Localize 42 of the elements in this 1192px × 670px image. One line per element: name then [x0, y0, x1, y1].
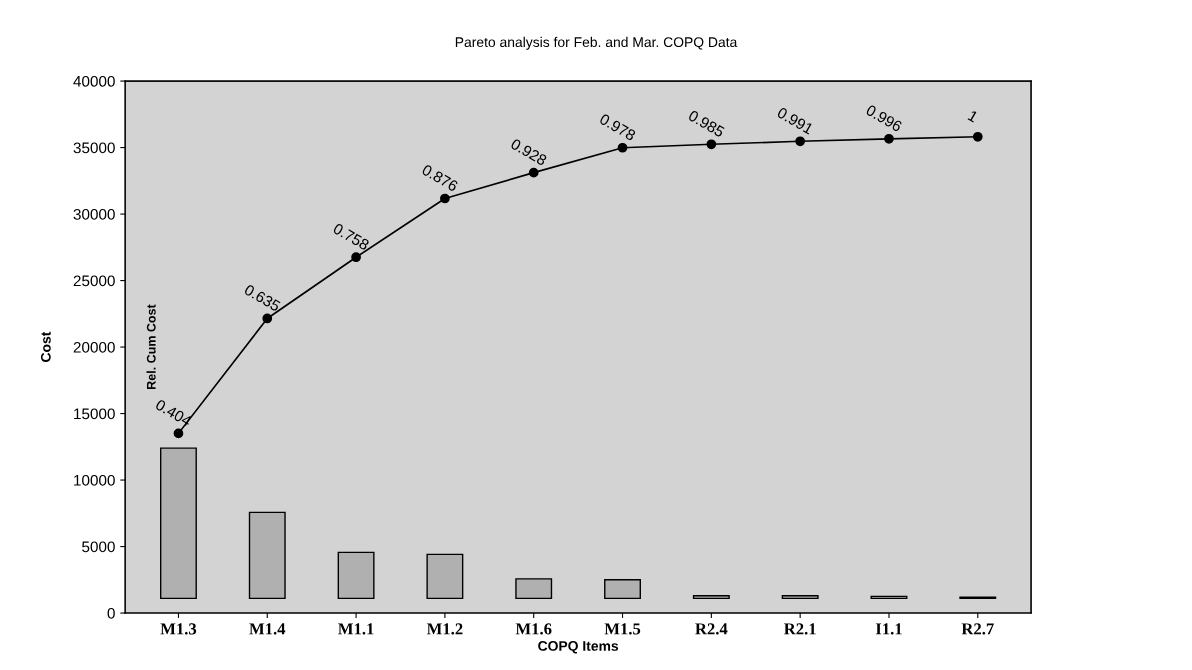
x-tick-label: R2.7 [961, 623, 994, 635]
bar [515, 578, 553, 600]
y-tick-label: 15000 [74, 408, 115, 420]
x-tick-label: M1.2 [426, 623, 463, 635]
point [528, 167, 539, 178]
point [617, 142, 628, 153]
x-tick-label: M1.6 [515, 623, 552, 635]
bar [248, 511, 286, 600]
bar [337, 551, 375, 600]
x-tick-label: M1.4 [249, 623, 286, 635]
y-tick-label: 35000 [73, 142, 115, 154]
y-tick-label: 0 [107, 607, 115, 619]
point [884, 133, 894, 144]
x-axis-title: COPQ Items [538, 641, 619, 654]
bar [692, 595, 730, 600]
bar [159, 447, 197, 600]
y-tick-label: 25000 [73, 275, 115, 287]
y-tick-label: 5000 [82, 541, 115, 553]
y-axis-title: Cost [40, 331, 51, 362]
point [351, 252, 361, 263]
bar [604, 579, 641, 600]
x-tick-label: M1.5 [604, 623, 641, 635]
y-tick-label: 40000 [73, 75, 115, 87]
point [795, 136, 806, 147]
x-tick-label: I1.1 [875, 623, 902, 635]
point [440, 193, 450, 204]
chart-title: Pareto analysis for Feb. and Mar. COPQ Data [455, 36, 738, 50]
point [173, 428, 184, 439]
x-tick-label: M1.1 [338, 623, 374, 635]
y-tick-label: 20000 [73, 341, 115, 353]
x-tick-label: R2.1 [784, 623, 816, 635]
y-tick-label: 10000 [74, 474, 115, 486]
point [706, 139, 717, 150]
x-tick-label: M1.3 [160, 623, 197, 635]
data-label: 1 [967, 110, 979, 123]
bar [781, 595, 819, 600]
y-tick-label: 30000 [73, 208, 115, 220]
bar [426, 553, 464, 600]
point [972, 131, 983, 142]
point [262, 313, 273, 324]
x-tick-label: R2.4 [695, 623, 728, 635]
y2-axis-title: Rel. Cum Cost [146, 304, 156, 389]
